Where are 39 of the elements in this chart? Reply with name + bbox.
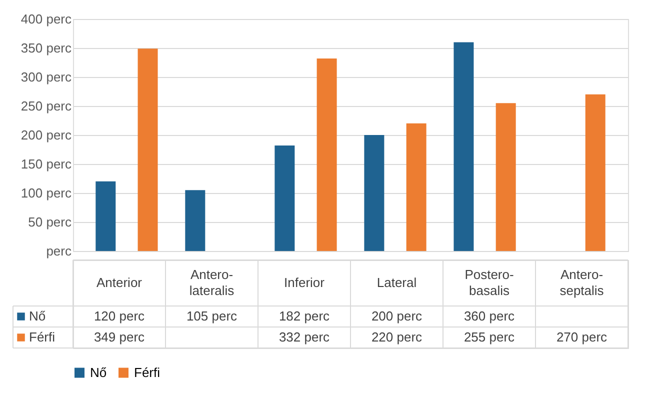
x-tick-label: Antero-lateralis — [189, 267, 235, 298]
y-tick-label: 150 perc — [20, 156, 72, 172]
data-label: 270 perc — [556, 330, 608, 344]
bar — [138, 48, 158, 251]
x-tick-label: Lateral — [376, 275, 417, 290]
data-label: 349 perc — [94, 330, 146, 344]
bar — [274, 145, 295, 251]
x-tick-label: Antero-septalis — [560, 267, 604, 298]
bar — [406, 123, 426, 251]
y-tick-label: 400 perc — [20, 12, 72, 26]
y-tick-label: 350 perc — [20, 40, 72, 56]
x-tick-label: Inferior — [284, 275, 326, 290]
data-label: 200 perc — [371, 308, 423, 324]
data-label: 255 perc — [464, 330, 516, 344]
bar — [96, 181, 116, 251]
bar — [454, 42, 474, 251]
data-label: 120 perc — [94, 308, 146, 324]
data-label: 182 perc — [278, 308, 330, 324]
data-label: 360 perc — [464, 308, 516, 324]
y-tick-label: 50 perc — [28, 214, 72, 230]
text: Nő — [90, 364, 107, 380]
x-tick-label: Postero-basalis — [464, 267, 514, 298]
bar — [585, 94, 606, 251]
y-tick-label: 300 perc — [20, 70, 72, 84]
bar — [316, 58, 337, 251]
text: Férfi — [29, 330, 55, 344]
data-label: 105 perc — [186, 308, 238, 324]
data-label: 332 perc — [278, 330, 330, 344]
y-tick-label: 100 perc — [20, 186, 72, 200]
bar — [496, 103, 516, 251]
data-label: 220 perc — [371, 330, 423, 344]
y-tick-label: perc — [46, 244, 72, 258]
bar — [364, 135, 384, 251]
x-tick-label: Anterior — [96, 275, 143, 290]
legend-label: Férfi — [134, 364, 160, 380]
y-tick-label: 200 perc — [20, 128, 72, 142]
y-tick-label: 250 perc — [20, 98, 72, 114]
legend-label: Nő — [29, 308, 46, 324]
bar — [185, 190, 206, 251]
